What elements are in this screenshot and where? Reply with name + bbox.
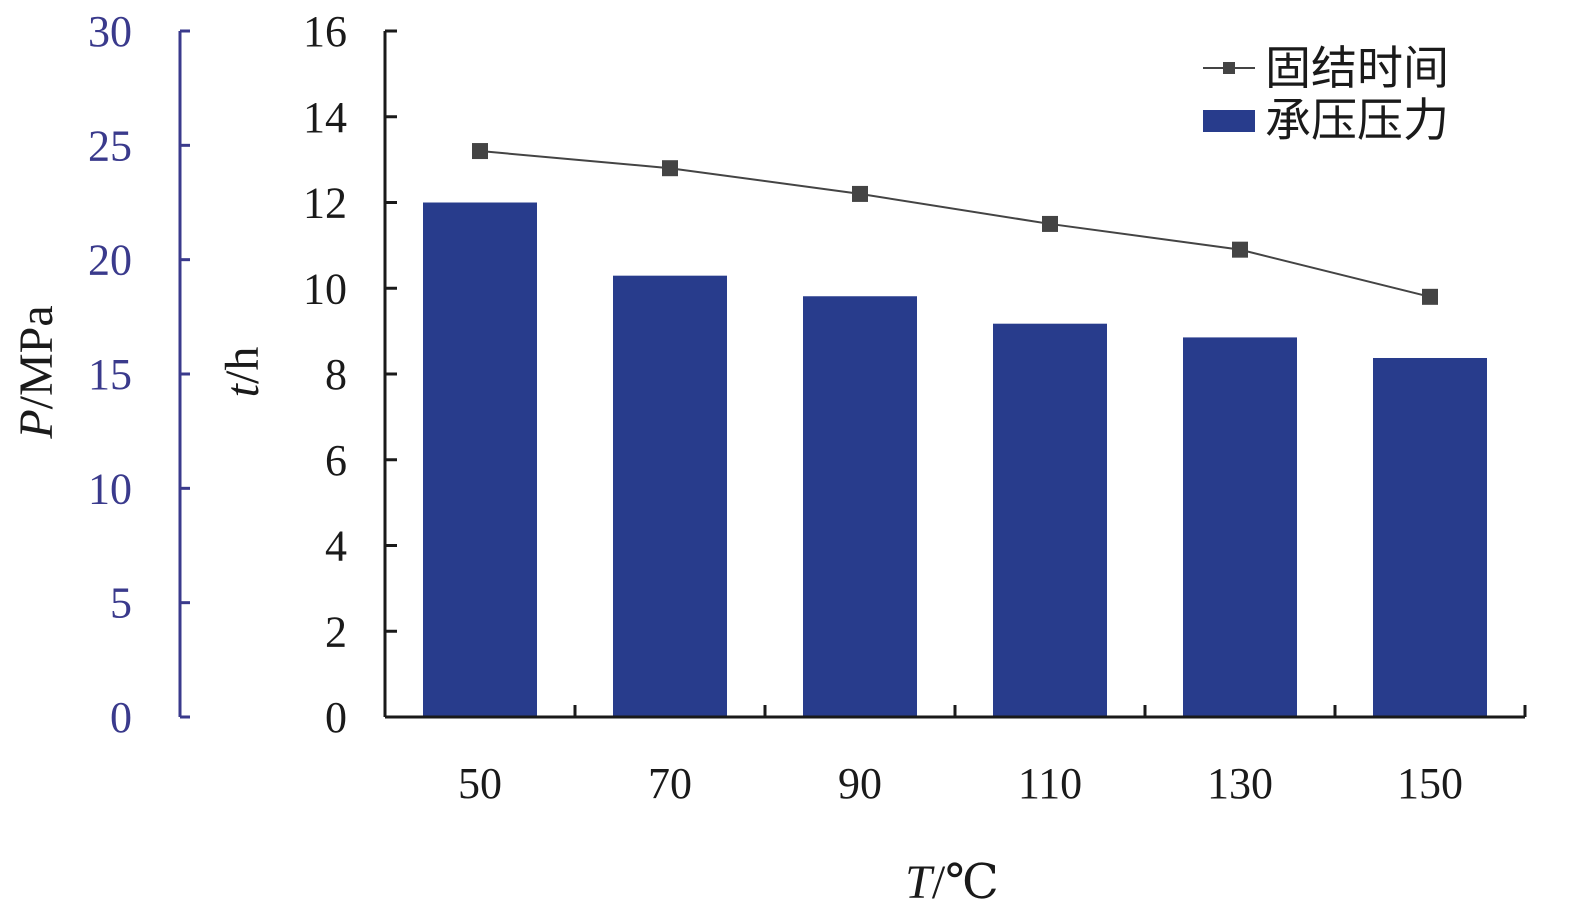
p-axis-tick-label: 25 <box>88 121 132 170</box>
line-point-marker <box>1422 288 1438 305</box>
x-axis-unit: /℃ <box>932 856 999 909</box>
x-axis-tick-label: 70 <box>648 759 692 808</box>
x-axis-tick-label: 50 <box>458 759 502 808</box>
t-axis-tick-label: 0 <box>325 693 347 742</box>
bar <box>1183 337 1297 717</box>
x-axis-tick-label: 150 <box>1397 759 1463 808</box>
line-point-marker <box>1232 241 1248 258</box>
t-axis-var: t <box>216 382 269 397</box>
p-axis-tick-label: 20 <box>88 236 132 285</box>
t-axis-tick-label: 14 <box>303 93 347 142</box>
p-axis-tick-label: 30 <box>88 7 132 56</box>
legend-line-marker-icon <box>1223 62 1235 74</box>
legend-bar-label: 承压压力 <box>1265 93 1449 147</box>
p-axis-var: P <box>10 409 63 439</box>
p-axis-tick-label: 5 <box>110 579 132 628</box>
p-axis-title: P/MPa <box>10 305 63 439</box>
t-axis-tick-label: 8 <box>325 350 347 399</box>
x-axis-title: T/℃ <box>905 856 999 909</box>
line-point-marker <box>662 160 678 177</box>
t-axis: 0 2 4 6 8 10 12 14 16 <box>303 7 397 742</box>
p-axis-tick-label: 15 <box>88 350 132 399</box>
legend-bar-swatch <box>1203 110 1255 132</box>
t-axis-tick-label: 10 <box>303 264 347 313</box>
p-axis-tick-label: 10 <box>88 464 132 513</box>
x-axis: 50 70 90 110 130 150 <box>383 705 1527 808</box>
p-axis-unit: /MPa <box>10 305 63 409</box>
bar <box>1373 357 1487 717</box>
t-axis-tick-label: 6 <box>325 436 347 485</box>
line-path <box>479 150 1431 298</box>
line-point-marker <box>472 143 488 160</box>
line-series <box>472 143 1438 305</box>
bar <box>993 323 1107 717</box>
bar <box>613 275 727 717</box>
line-point-marker <box>1042 215 1058 232</box>
t-axis-tick-label: 2 <box>325 607 347 656</box>
x-axis-tick-label: 90 <box>838 759 882 808</box>
t-axis-tick-label: 12 <box>303 179 347 228</box>
p-axis-tick-label: 0 <box>110 693 132 742</box>
bar <box>423 202 537 717</box>
x-axis-tick-label: 110 <box>1018 759 1082 808</box>
t-axis-tick-label: 4 <box>325 522 347 571</box>
bars <box>423 202 1487 717</box>
t-axis-title: t/h <box>216 347 269 398</box>
t-axis-unit: /h <box>216 347 269 384</box>
bar <box>803 296 917 717</box>
legend: 固结时间 承压压力 <box>1203 41 1449 147</box>
line-point-marker <box>852 185 868 202</box>
x-axis-tick-label: 130 <box>1207 759 1273 808</box>
x-axis-var: T <box>905 856 935 909</box>
legend-line-label: 固结时间 <box>1265 41 1449 95</box>
p-axis: 0 5 10 15 20 25 30 <box>88 7 190 742</box>
t-axis-tick-label: 16 <box>303 7 347 56</box>
